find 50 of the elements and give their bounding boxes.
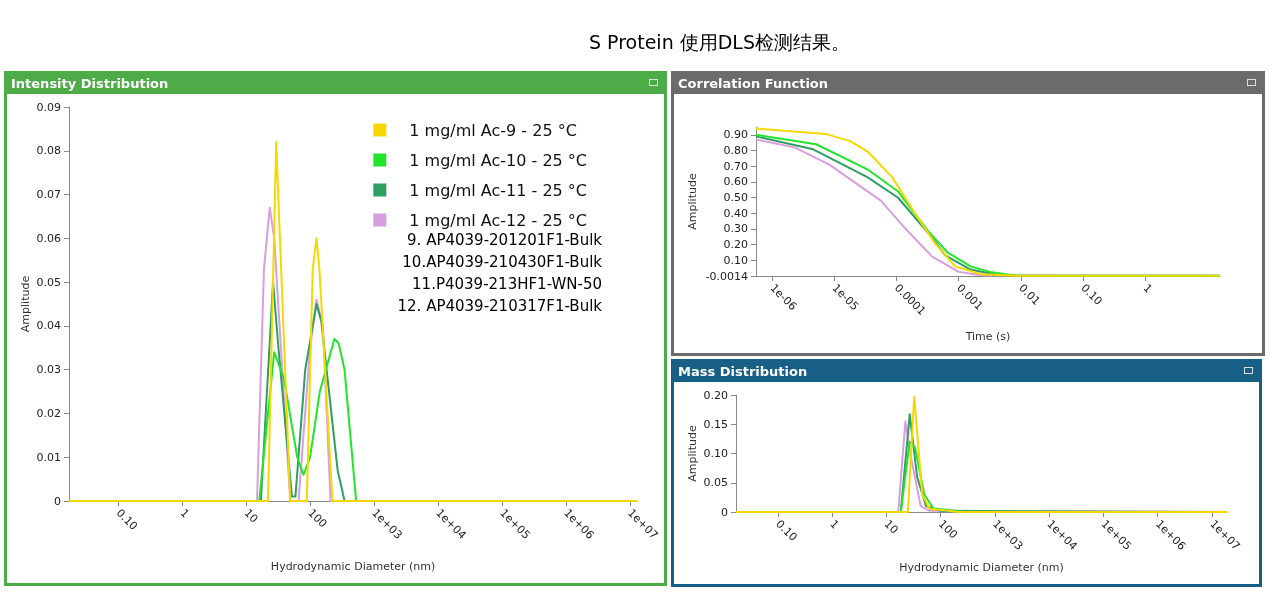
annotation: 11.P4039-213HF1-WN-50 <box>412 274 603 293</box>
y-tick-label: 0.05 <box>36 275 61 289</box>
y-tick-label: 0.10 <box>703 447 728 460</box>
y-tick-label: 0.20 <box>703 388 728 402</box>
x-tick-label: 100 <box>935 517 960 542</box>
y-tick-label: 0.03 <box>36 363 61 377</box>
x-tick-label: 1 <box>177 506 192 521</box>
annotation: 12. AP4039-210317F1-Bulk <box>397 296 603 315</box>
chart-title: Mass Distribution <box>674 362 1259 382</box>
legend-label: 1 mg/ml Ac-12 - 25 °C <box>409 210 587 230</box>
chart-title: Correlation Function <box>674 74 1262 94</box>
y-tick-label: 0.20 <box>723 237 748 251</box>
y-tick-label: 0.04 <box>36 319 61 333</box>
y-tick-label: 0.90 <box>723 128 748 142</box>
y-tick-label: 0.10 <box>723 253 748 267</box>
x-axis-title: Time (s) <box>964 330 1011 343</box>
y-tick-label: 0.01 <box>36 450 61 464</box>
annotation: 9. AP4039-201201F1-Bulk <box>407 230 603 249</box>
x-tick-label: 100 <box>305 506 330 531</box>
chart-subtitle: Intensity Distribution <box>7 74 664 94</box>
annotation: 10.AP4039-210430F1-Bulk <box>402 252 603 271</box>
y-axis-title: Amplitude <box>686 173 699 230</box>
y-tick-label: 0.70 <box>723 159 748 173</box>
y-tick-label: 0.06 <box>36 231 61 245</box>
legend-label: 1 mg/ml Ac-9 - 25 °C <box>409 120 577 140</box>
text: S Protein 使用DLS检测结果。 <box>588 30 851 55</box>
y-tick-label: -0.0014 <box>705 269 748 283</box>
y-tick-label: 0 <box>54 494 61 508</box>
y-axis-title: Amplitude <box>19 275 32 333</box>
y-tick-label: 0.02 <box>36 406 61 420</box>
y-axis-title: Amplitude <box>686 425 699 482</box>
x-tick-label: 10 <box>241 506 261 526</box>
x-axis-title: Hydrodynamic Diameter (nm) <box>899 561 1064 574</box>
y-tick-label: 0.09 <box>36 100 61 114</box>
y-tick-label: 0.15 <box>703 417 728 431</box>
x-tick-label: 1 <box>827 517 842 532</box>
y-tick-label: 0.60 <box>723 175 748 189</box>
y-tick-label: 0.50 <box>723 190 748 204</box>
x-tick-label: 1 <box>1140 281 1155 296</box>
legend-label: 1 mg/ml Ac-10 - 25 °C <box>409 150 587 170</box>
y-tick-label: 0 <box>721 505 728 519</box>
y-tick-label: 0.80 <box>723 143 748 157</box>
y-tick-label: 0.40 <box>723 206 748 220</box>
y-tick-label: 0.30 <box>723 222 748 236</box>
x-tick-label: 10 <box>881 517 901 537</box>
y-tick-label: 0.05 <box>703 476 728 490</box>
y-tick-label: 0.08 <box>36 144 61 158</box>
legend-label: 1 mg/ml Ac-11 - 25 °C <box>409 180 587 200</box>
x-axis-title: Hydrodynamic Diameter (nm) <box>270 560 436 573</box>
y-tick-label: 0.07 <box>36 188 61 202</box>
